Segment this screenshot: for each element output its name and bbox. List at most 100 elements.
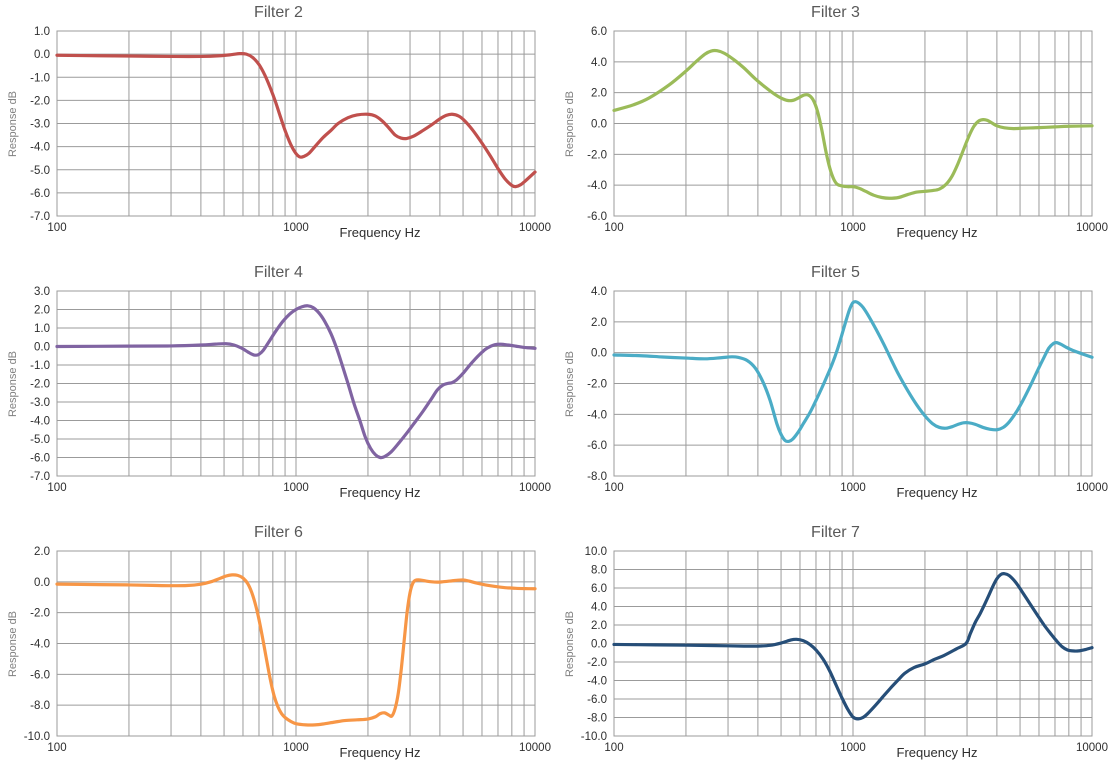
plot-svg: -10.0 -8.0 -6.0 -4.0 -2.0 0.0 2.0 4.0 6.0 8.0 10.0…: [581, 546, 1108, 754]
y-tick-label: -5.0: [30, 165, 50, 177]
y-tick-label: -2.0: [30, 379, 50, 391]
y-tick-label: -6.0: [587, 694, 607, 706]
x-tick-label: 10000: [1076, 222, 1108, 234]
y-tick-label: 4.0: [591, 57, 607, 69]
x-tick-label: 10000: [1076, 482, 1108, 494]
x-tick-label: 100: [604, 742, 623, 754]
y-tick-label: 0.0: [591, 639, 607, 651]
y-tick-label: -4.0: [30, 416, 50, 428]
chart-title: Filter 5: [811, 264, 860, 281]
chart-title: Filter 6: [254, 524, 303, 541]
plot-svg: -8.0 -6.0 -4.0 -2.0 0.0 2.0 4.0 100 1000 10000: [587, 286, 1108, 494]
y-tick-label: -7.0: [30, 211, 50, 223]
y-tick-label: 4.0: [591, 286, 607, 298]
series-line: [55, 573, 537, 727]
x-axis-title: Frequency Hz: [896, 745, 978, 760]
y-tick-label: -2.0: [587, 657, 607, 669]
y-tick-label: -6.0: [587, 211, 607, 223]
plot-border: [56, 290, 536, 477]
y-tick-label: 0.0: [591, 348, 607, 360]
chart-title: Filter 2: [254, 4, 303, 21]
y-tick-label: -2.0: [587, 379, 607, 391]
y-tick-label: 2.0: [34, 546, 50, 558]
y-tick-label: -5.0: [30, 434, 50, 446]
y-tick-label: 0.0: [34, 49, 50, 61]
y-tick-label: 3.0: [34, 286, 50, 298]
plot-border: [613, 290, 1093, 477]
plot-border: [613, 30, 1093, 217]
chart-filter-6: Filter 6 Response dB Frequency Hz -10.0-…: [0, 520, 557, 779]
y-tick-label: 1.0: [34, 323, 50, 335]
y-tick-label: 0.0: [591, 119, 607, 131]
y-tick-label: 2.0: [591, 317, 607, 329]
series-line: [612, 300, 1094, 444]
y-tick-label: 4.0: [591, 602, 607, 614]
x-axis-title: Frequency Hz: [896, 225, 978, 240]
y-tick-label: -3.0: [30, 119, 50, 131]
x-axis-title: Frequency Hz: [339, 745, 421, 760]
y-tick-label: -4.0: [30, 142, 50, 154]
x-axis-title: Frequency Hz: [339, 485, 421, 500]
chart-filter-2: Filter 2 Response dB Frequency Hz -7.0 -6…: [0, 0, 557, 260]
plot-border: [56, 30, 536, 217]
y-tick-label: 0.0: [34, 342, 50, 354]
x-tick-label: 1000: [840, 742, 866, 754]
y-tick-label: -4.0: [30, 639, 50, 651]
y-tick-label: -1.0: [30, 72, 50, 84]
y-tick-label: 1.0: [34, 26, 50, 38]
x-axis-title: Frequency Hz: [896, 485, 978, 500]
plot-svg: -10.0 -8.0 -6.0 -4.0 -2.0 0.0 2.0 100 1000 10000: [24, 546, 551, 754]
chart-filter-3: Filter 3 Response dB Frequency Hz -6.0 -4…: [557, 0, 1117, 260]
y-tick-label: -10.0: [24, 731, 50, 743]
y-tick-label: -4.0: [587, 409, 607, 421]
y-tick-label: -3.0: [30, 397, 50, 409]
series-line: [612, 48, 1094, 200]
y-tick-label: 2.0: [34, 305, 50, 317]
chart-title: Filter 4: [254, 264, 303, 281]
y-tick-label: -8.0: [587, 471, 607, 483]
y-tick-label: 6.0: [591, 583, 607, 595]
x-tick-label: 1000: [840, 222, 866, 234]
series-line: [55, 52, 537, 189]
x-tick-label: 1000: [840, 482, 866, 494]
plot-svg: -7.0 -6.0 -5.0 -4.0 -3.0 -2.0 -1.0 0.0 1.0 2.0 3.0…: [30, 286, 551, 494]
y-tick-label: -1.0: [30, 360, 50, 372]
y-tick-label: -2.0: [30, 608, 50, 620]
x-tick-label: 10000: [519, 742, 551, 754]
y-tick-label: -10.0: [581, 731, 607, 743]
x-tick-label: 100: [604, 482, 623, 494]
series-line: [55, 304, 537, 460]
x-tick-label: 100: [604, 222, 623, 234]
y-tick-label: -8.0: [587, 713, 607, 725]
x-tick-label: 10000: [519, 222, 551, 234]
x-tick-label: 1000: [283, 222, 309, 234]
y-tick-label: -2.0: [587, 149, 607, 161]
series-line: [612, 572, 1094, 721]
chart-title: Filter 7: [811, 524, 860, 541]
x-tick-label: 100: [47, 482, 66, 494]
chart-filter-7: Filter 7 Response dB Frequency Hz -10.0-…: [557, 520, 1117, 779]
y-tick-label: 6.0: [591, 26, 607, 38]
y-tick-label: -6.0: [30, 453, 50, 465]
y-tick-label: 8.0: [591, 565, 607, 577]
y-tick-label: 2.0: [591, 620, 607, 632]
y-tick-label: -7.0: [30, 471, 50, 483]
chart-filter-4: Filter 4 Response dB Frequency Hz -7.0 -6…: [0, 260, 557, 520]
x-tick-label: 100: [47, 742, 66, 754]
x-tick-label: 10000: [519, 482, 551, 494]
y-tick-label: 10.0: [585, 546, 607, 558]
x-tick-label: 10000: [1076, 742, 1108, 754]
plot-svg: -6.0 -4.0 -2.0 0.0 2.0 4.0 6.0 100 1000 10000: [587, 26, 1108, 234]
plot-svg: -7.0 -6.0 -5.0 -4.0 -3.0 -2.0 -1.0 0.0 1.0 100 100…: [30, 26, 551, 234]
plot-border: [56, 550, 536, 737]
x-tick-label: 100: [47, 222, 66, 234]
y-tick-label: -6.0: [30, 669, 50, 681]
x-axis-title: Frequency Hz: [339, 225, 421, 240]
y-tick-label: -8.0: [30, 700, 50, 712]
y-tick-label: -2.0: [30, 95, 50, 107]
x-tick-label: 1000: [283, 742, 309, 754]
x-tick-label: 1000: [283, 482, 309, 494]
y-tick-label: 0.0: [34, 577, 50, 589]
chart-filter-5: Filter 5 Response dB Frequency Hz -8.0 -6…: [557, 260, 1117, 520]
